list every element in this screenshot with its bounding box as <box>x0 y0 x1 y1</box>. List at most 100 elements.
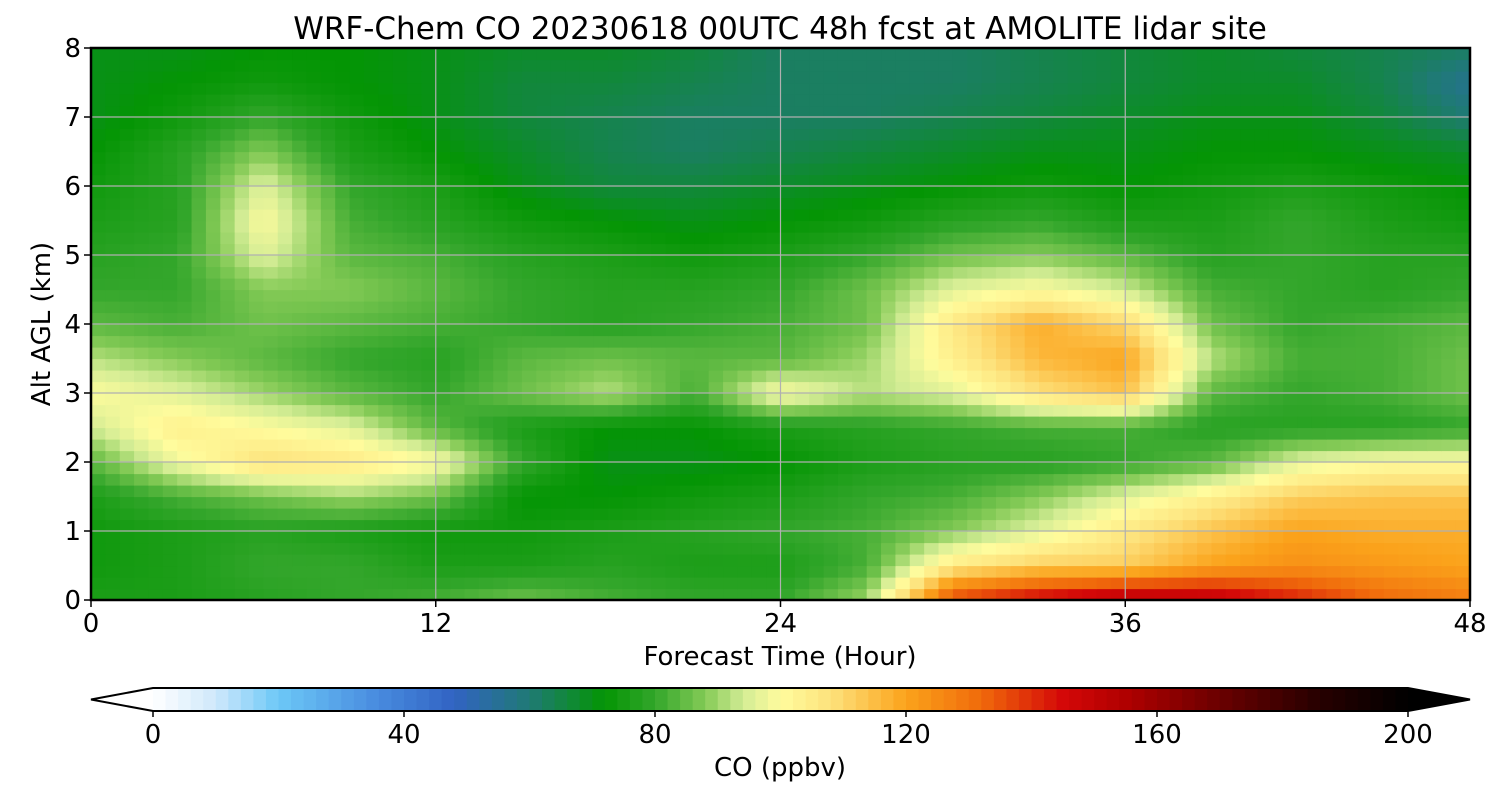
heatmap-cell <box>119 473 135 486</box>
heatmap-cell <box>1197 289 1213 302</box>
heatmap-cell <box>809 565 825 578</box>
heatmap-cell <box>895 312 911 325</box>
heatmap-cell <box>493 404 509 417</box>
heatmap-cell <box>335 289 351 302</box>
heatmap-cell <box>1355 542 1371 555</box>
heatmap-cell <box>1441 427 1457 440</box>
heatmap-cell <box>1455 450 1470 463</box>
heatmap-cell <box>536 186 552 199</box>
heatmap-cell <box>995 554 1011 567</box>
heatmap-cell <box>995 542 1011 555</box>
heatmap-cell <box>177 278 193 291</box>
heatmap-cell <box>1182 439 1198 452</box>
heatmap-cell <box>1297 462 1313 475</box>
heatmap-cell <box>392 94 408 107</box>
heatmap-cell <box>723 485 738 498</box>
heatmap-cell <box>1254 531 1270 544</box>
heatmap-cell <box>1153 140 1169 153</box>
heatmap-cell <box>1326 278 1342 291</box>
heatmap-cell <box>1412 439 1428 452</box>
heatmap-cell <box>421 416 437 429</box>
heatmap-cell <box>320 278 336 291</box>
heatmap-cell <box>234 255 250 268</box>
heatmap-cell <box>263 209 279 222</box>
heatmap-cell <box>579 232 595 245</box>
heatmap-cell <box>263 289 279 302</box>
heatmap-cell <box>536 94 552 107</box>
heatmap-cell <box>550 105 566 118</box>
heatmap-cell <box>967 554 983 567</box>
heatmap-cell <box>105 82 121 95</box>
heatmap-cell <box>1383 542 1399 555</box>
heatmap-cell <box>349 48 365 61</box>
heatmap-cell <box>205 289 221 302</box>
heatmap-cell <box>794 554 810 567</box>
heatmap-cell <box>320 117 336 130</box>
heatmap-cell <box>737 209 753 222</box>
heatmap-cell <box>837 255 853 268</box>
heatmap-cell <box>277 508 293 521</box>
heatmap-cell <box>622 140 638 153</box>
heatmap-cell <box>1024 450 1040 463</box>
heatmap-cell <box>651 404 667 417</box>
heatmap-cell <box>335 554 351 567</box>
heatmap-cell <box>866 105 882 118</box>
heatmap-cell <box>1153 588 1169 600</box>
heatmap-cell <box>938 312 954 325</box>
heatmap-cell <box>1053 94 1069 107</box>
heatmap-cell <box>1182 289 1198 302</box>
heatmap-cell <box>608 347 624 360</box>
heatmap-cell <box>277 404 293 417</box>
colorbar-tick-label: 40 <box>387 720 420 750</box>
heatmap-cell <box>1225 94 1241 107</box>
heatmap-cell <box>450 209 466 222</box>
heatmap-cell <box>450 519 466 532</box>
heatmap-cell <box>1326 450 1342 463</box>
heatmap-cell <box>105 289 121 302</box>
heatmap-cell <box>1182 220 1198 233</box>
heatmap-cell <box>1125 186 1141 199</box>
heatmap-cell <box>1369 301 1385 314</box>
heatmap-cell <box>363 82 379 95</box>
heatmap-cell <box>1326 301 1342 314</box>
heatmap-cell <box>234 439 250 452</box>
heatmap-cell <box>708 324 724 337</box>
heatmap-cell <box>349 301 365 314</box>
heatmap-cell <box>1010 462 1026 475</box>
heatmap-cell <box>1355 151 1371 164</box>
heatmap-cell <box>1182 94 1198 107</box>
heatmap-cell <box>1096 381 1112 394</box>
heatmap-cell <box>521 462 537 475</box>
heatmap-cell <box>1024 519 1040 532</box>
heatmap-cell <box>1153 324 1169 337</box>
heatmap-cell <box>780 209 796 222</box>
heatmap-cell <box>1139 59 1155 72</box>
heatmap-cell <box>464 439 480 452</box>
heatmap-cell <box>134 197 150 210</box>
heatmap-cell <box>292 358 308 371</box>
heatmap-cell <box>694 94 710 107</box>
heatmap-cell <box>1283 266 1299 279</box>
heatmap-cell <box>622 48 638 61</box>
heatmap-cell <box>694 243 710 256</box>
heatmap-cell <box>1297 94 1313 107</box>
colorbar-swatch <box>504 688 518 711</box>
heatmap-cell <box>493 71 509 84</box>
heatmap-cell <box>1355 209 1371 222</box>
heatmap-cell <box>335 531 351 544</box>
heatmap-cell <box>866 577 882 590</box>
heatmap-cell <box>1110 94 1126 107</box>
heatmap-cell <box>421 347 437 360</box>
heatmap-cell <box>737 427 753 440</box>
heatmap-cell <box>1024 588 1040 600</box>
heatmap-cell <box>521 381 537 394</box>
heatmap-cell <box>723 117 738 130</box>
heatmap-cell <box>1039 197 1055 210</box>
heatmap-cell <box>1082 473 1098 486</box>
heatmap-cell <box>837 577 853 590</box>
heatmap-cell <box>162 485 178 498</box>
heatmap-cell <box>91 335 106 348</box>
heatmap-cell <box>1053 588 1069 600</box>
heatmap-cell <box>651 439 667 452</box>
heatmap-cell <box>723 301 738 314</box>
